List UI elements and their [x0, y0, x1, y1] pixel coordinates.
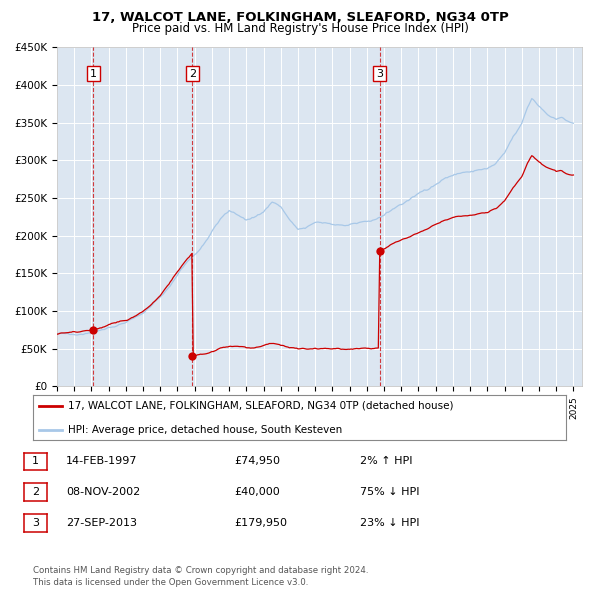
Text: 14-FEB-1997: 14-FEB-1997	[66, 457, 137, 466]
Text: 2: 2	[32, 487, 39, 497]
Text: 17, WALCOT LANE, FOLKINGHAM, SLEAFORD, NG34 0TP (detached house): 17, WALCOT LANE, FOLKINGHAM, SLEAFORD, N…	[68, 401, 453, 411]
Text: 75% ↓ HPI: 75% ↓ HPI	[360, 487, 419, 497]
Text: 08-NOV-2002: 08-NOV-2002	[66, 487, 140, 497]
Text: 27-SEP-2013: 27-SEP-2013	[66, 518, 137, 527]
Text: 2: 2	[189, 68, 196, 78]
Text: 3: 3	[32, 518, 39, 527]
Text: £179,950: £179,950	[234, 518, 287, 527]
Text: 1: 1	[32, 457, 39, 466]
Text: Price paid vs. HM Land Registry's House Price Index (HPI): Price paid vs. HM Land Registry's House …	[131, 22, 469, 35]
Text: 3: 3	[376, 68, 383, 78]
Text: 17, WALCOT LANE, FOLKINGHAM, SLEAFORD, NG34 0TP: 17, WALCOT LANE, FOLKINGHAM, SLEAFORD, N…	[92, 11, 508, 24]
Text: Contains HM Land Registry data © Crown copyright and database right 2024.
This d: Contains HM Land Registry data © Crown c…	[33, 566, 368, 587]
Text: 2% ↑ HPI: 2% ↑ HPI	[360, 457, 413, 466]
Text: £40,000: £40,000	[234, 487, 280, 497]
Text: 23% ↓ HPI: 23% ↓ HPI	[360, 518, 419, 527]
Text: HPI: Average price, detached house, South Kesteven: HPI: Average price, detached house, Sout…	[68, 425, 342, 435]
Text: 1: 1	[90, 68, 97, 78]
Text: £74,950: £74,950	[234, 457, 280, 466]
